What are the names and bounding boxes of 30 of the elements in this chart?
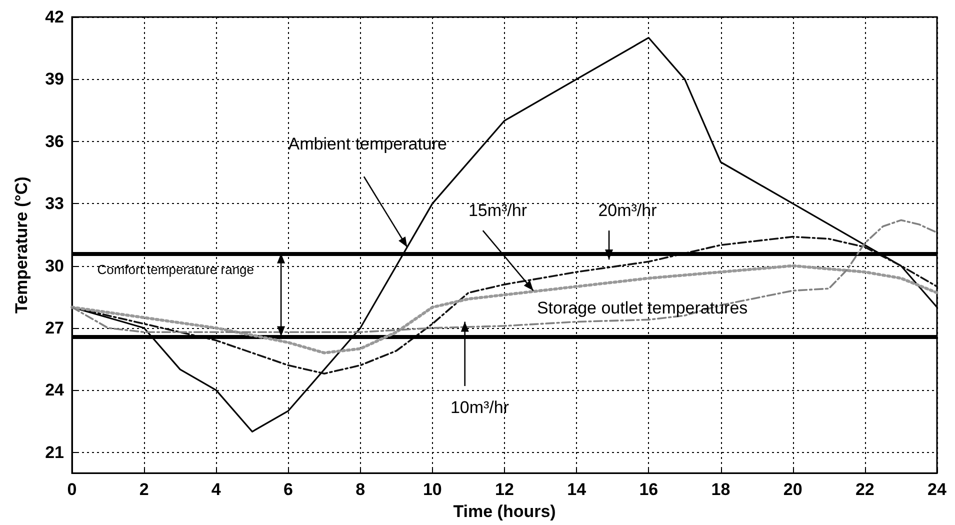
x-tick-label: 2	[139, 480, 149, 500]
text: 15m³/hr	[468, 201, 528, 220]
y-tick-label: 21	[45, 442, 64, 462]
y-tick-label: 42	[45, 8, 64, 26]
y-tick-label: 30	[45, 256, 64, 276]
x-tick-label: 18	[711, 480, 730, 500]
text: 10m³/hr	[450, 398, 510, 417]
x-tick-label: 0	[67, 480, 77, 500]
x-tick-label: 14	[567, 480, 587, 500]
y-tick-label: 36	[45, 132, 64, 151]
text: 20m³/hr	[598, 201, 658, 220]
x-tick-label: 20	[783, 480, 802, 500]
x-tick-label: 8	[356, 480, 366, 500]
y-tick-label: 39	[45, 70, 64, 89]
x-tick-label: 16	[639, 480, 658, 500]
line-series	[71, 219, 938, 334]
x-tick-label: 10	[422, 480, 442, 500]
x-tick-label: 4	[211, 480, 222, 500]
annotation: Storage outlet temperatures	[536, 298, 748, 318]
line-series	[70, 264, 938, 354]
y-tick-label: 27	[45, 318, 64, 338]
x-axis-title: Time (hours)	[453, 502, 556, 521]
x-tick-label: 6	[284, 480, 293, 500]
x-tick-label: 12	[495, 480, 514, 500]
x-tick-label: 24	[928, 480, 947, 500]
annotation: Comfort temperature range	[97, 262, 254, 278]
y-tick-label: 24	[45, 380, 65, 400]
x-tick-label: 22	[855, 480, 874, 500]
y-axis-title: Temperature (°C)	[12, 176, 31, 314]
y-tick-label: 33	[45, 194, 64, 214]
